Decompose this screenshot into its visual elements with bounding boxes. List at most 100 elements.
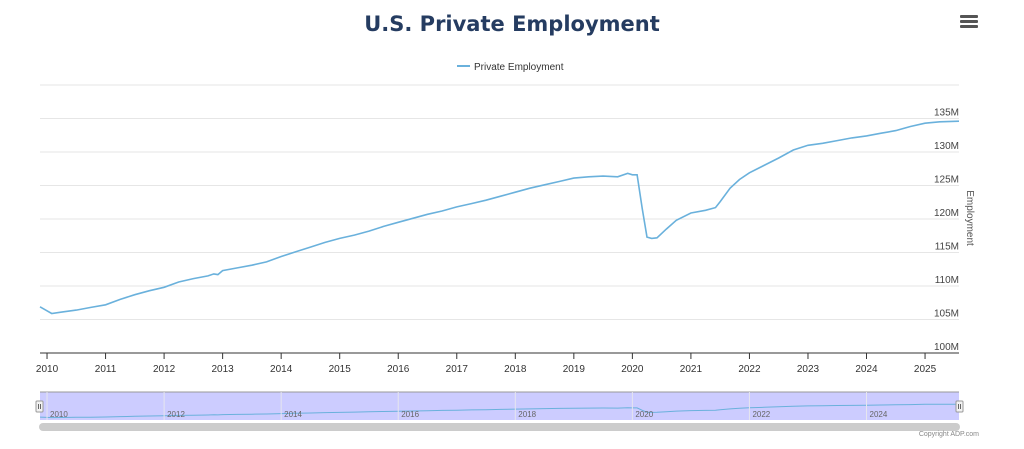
data-point <box>651 237 653 239</box>
data-point <box>636 174 638 176</box>
data-point <box>738 178 740 180</box>
data-point <box>163 286 165 288</box>
y-tick-label: 115M <box>935 242 959 253</box>
data-point <box>470 202 472 204</box>
data-point <box>39 306 41 308</box>
data-point <box>558 180 560 182</box>
x-tick-label: 2021 <box>680 364 703 375</box>
data-point <box>213 273 215 275</box>
data-point <box>295 251 297 253</box>
data-point <box>51 312 53 314</box>
menu-bar <box>960 20 978 23</box>
data-point <box>368 230 370 232</box>
data-point <box>397 221 399 223</box>
data-point <box>543 184 545 186</box>
x-tick-label: 2012 <box>153 364 176 375</box>
data-point <box>500 195 502 197</box>
navigator-label: 2014 <box>284 410 302 419</box>
navigator-scrollbar[interactable] <box>39 423 960 431</box>
data-point <box>236 267 238 269</box>
data-point <box>865 135 867 137</box>
data-point <box>192 277 194 279</box>
navigator-left-handle[interactable] <box>35 400 44 413</box>
hamburger-menu-icon[interactable] <box>960 15 978 31</box>
data-point <box>251 264 253 266</box>
y-tick-label: 105M <box>934 309 959 320</box>
data-point <box>587 176 589 178</box>
data-point <box>324 241 326 243</box>
y-tick-label: 100M <box>934 342 959 353</box>
data-point <box>148 290 150 292</box>
navigator[interactable]: 2010 2012 2014 2016 2018 2020 2022 2024 <box>35 391 964 420</box>
y-tick-label: 120M <box>934 208 959 219</box>
legend-label: Private Employment <box>474 62 564 73</box>
navigator-right-handle[interactable] <box>955 400 964 413</box>
data-point <box>217 273 219 275</box>
x-tick-label: 2014 <box>270 364 293 375</box>
x-tick-label: 2011 <box>95 364 117 375</box>
data-point <box>90 306 92 308</box>
data-point <box>729 187 731 189</box>
menu-bar <box>960 15 978 18</box>
y-axis-title: Employment <box>964 190 975 246</box>
series-line-private-employment[interactable] <box>39 120 960 315</box>
y-tick-label: 135M <box>934 108 959 119</box>
x-axis: 2010 2011 2012 2013 2014 2015 2016 2017 2018 2019… <box>36 352 959 375</box>
data-point <box>353 234 355 236</box>
legend[interactable]: Private Employment <box>457 62 564 73</box>
navigator-label: 2020 <box>635 410 653 419</box>
data-point <box>939 121 941 123</box>
data-point <box>851 137 853 139</box>
data-point <box>714 206 716 208</box>
x-tick-label: 2024 <box>855 364 878 375</box>
gridlines <box>40 84 959 320</box>
data-point <box>880 132 882 134</box>
y-tick-label: 110M <box>935 275 959 286</box>
x-tick-label: 2019 <box>563 364 586 375</box>
x-tick-label: 2016 <box>387 364 410 375</box>
data-point <box>221 269 223 271</box>
data-point <box>778 157 780 159</box>
data-point <box>178 281 180 283</box>
data-point <box>821 142 823 144</box>
y-tick-label: 125M <box>934 175 959 186</box>
x-tick-label: 2020 <box>621 364 644 375</box>
data-point <box>456 206 458 208</box>
data-point <box>763 164 765 166</box>
x-tick-label: 2015 <box>329 364 352 375</box>
data-point <box>529 187 531 189</box>
data-point <box>748 172 750 174</box>
data-point <box>631 174 633 176</box>
data-point <box>104 304 106 306</box>
data-point <box>675 219 677 221</box>
data-point <box>719 200 721 202</box>
data-point <box>134 294 136 296</box>
navigator-label: 2024 <box>870 410 888 419</box>
data-point <box>656 237 658 239</box>
data-point <box>836 139 838 141</box>
data-point <box>119 298 121 300</box>
chart-title: U.S. Private Employment <box>364 12 660 36</box>
data-point <box>207 275 209 277</box>
data-point <box>441 210 443 212</box>
navigator-series-line <box>39 403 959 419</box>
menu-bar <box>960 25 978 28</box>
data-point <box>573 177 575 179</box>
x-tick-label: 2013 <box>212 364 235 375</box>
data-point <box>485 199 487 201</box>
x-tick-label: 2025 <box>914 364 937 375</box>
y-axis: 100M 105M 110M 115M 120M 125M 130M 135M <box>934 108 959 354</box>
y-tick-label: 130M <box>934 141 959 152</box>
data-point <box>924 122 926 124</box>
x-tick-label: 2017 <box>446 364 469 375</box>
data-point <box>514 191 516 193</box>
x-tick-label: 2010 <box>36 364 59 375</box>
data-point <box>665 228 667 230</box>
data-point <box>617 176 619 178</box>
data-point <box>309 246 311 248</box>
data-point <box>280 255 282 257</box>
data-point <box>895 129 897 131</box>
data-point <box>339 237 341 239</box>
data-point <box>807 144 809 146</box>
